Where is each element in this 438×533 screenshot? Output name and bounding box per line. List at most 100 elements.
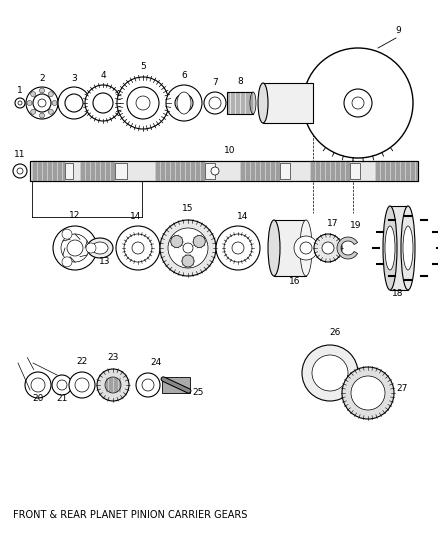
Circle shape [314,234,342,262]
Circle shape [160,220,216,276]
Text: 6: 6 [181,71,187,80]
Ellipse shape [383,206,397,290]
Bar [274,220,306,276]
Circle shape [303,48,413,158]
Text: 18: 18 [392,289,404,298]
Circle shape [302,345,358,401]
Circle shape [25,372,51,398]
Circle shape [352,97,364,109]
Text: 19: 19 [350,221,362,230]
Circle shape [97,369,129,401]
Bar [115,163,127,179]
Text: 14: 14 [131,212,141,221]
Bar [155,161,205,181]
Circle shape [39,113,45,118]
Circle shape [132,242,144,254]
Circle shape [69,372,95,398]
Text: 16: 16 [289,277,301,286]
Ellipse shape [401,206,415,290]
Circle shape [322,242,334,254]
Circle shape [193,236,205,247]
Circle shape [48,109,53,115]
Ellipse shape [258,83,268,123]
Circle shape [142,379,154,391]
Circle shape [204,92,226,114]
Circle shape [209,97,221,109]
Bar [30,161,418,181]
Text: 13: 13 [99,257,111,266]
Circle shape [294,236,318,260]
Circle shape [166,85,202,121]
Circle shape [13,164,27,178]
Text: 4: 4 [100,71,106,80]
Circle shape [31,378,45,392]
Text: 11: 11 [14,150,26,159]
Circle shape [52,101,57,106]
Bar [280,163,290,179]
Text: FRONT & REAR PLANET PINION CARRIER GEARS: FRONT & REAR PLANET PINION CARRIER GEARS [13,510,247,520]
Polygon shape [337,237,357,259]
Circle shape [351,376,385,410]
Text: 2: 2 [39,74,45,83]
Circle shape [171,236,183,247]
Circle shape [124,234,152,262]
Circle shape [38,99,46,107]
Bar [375,161,418,181]
Ellipse shape [268,220,280,276]
Ellipse shape [87,238,113,258]
Circle shape [136,373,160,397]
Text: 8: 8 [237,77,243,86]
Circle shape [344,89,372,117]
Ellipse shape [177,92,191,114]
Text: 26: 26 [329,328,341,337]
Circle shape [117,77,169,129]
Circle shape [61,234,89,262]
Circle shape [175,94,193,112]
Circle shape [168,228,208,268]
Ellipse shape [385,226,395,270]
Text: 25: 25 [192,388,204,397]
Circle shape [31,109,35,115]
Ellipse shape [403,226,413,270]
Circle shape [105,377,121,393]
Circle shape [211,167,219,175]
Ellipse shape [92,242,108,254]
Circle shape [312,355,348,391]
Bar [310,161,350,181]
Circle shape [127,87,159,119]
Text: 10: 10 [224,146,236,155]
Bar [162,377,190,393]
Text: 3: 3 [71,74,77,83]
Circle shape [52,375,72,395]
Circle shape [62,229,72,239]
Bar [227,92,253,114]
Circle shape [26,87,58,119]
Text: 23: 23 [107,353,119,362]
Circle shape [58,87,90,119]
Circle shape [300,242,312,254]
Text: 27: 27 [396,384,407,393]
Circle shape [182,255,194,267]
Circle shape [224,234,252,262]
Circle shape [85,85,121,121]
Bar [227,92,253,114]
Circle shape [31,92,35,96]
Text: 22: 22 [76,357,88,366]
Circle shape [216,226,260,270]
Circle shape [183,243,193,253]
Bar [80,161,115,181]
Text: 14: 14 [237,212,249,221]
Circle shape [17,168,23,174]
Ellipse shape [300,220,312,276]
Circle shape [18,101,22,105]
Bar [32,161,65,181]
Circle shape [93,93,113,113]
Circle shape [62,257,72,267]
Circle shape [33,94,51,112]
Bar [350,163,360,179]
Bar [240,161,280,181]
Circle shape [48,92,53,96]
Text: 15: 15 [182,204,194,213]
Text: 12: 12 [69,211,81,220]
Circle shape [342,367,394,419]
